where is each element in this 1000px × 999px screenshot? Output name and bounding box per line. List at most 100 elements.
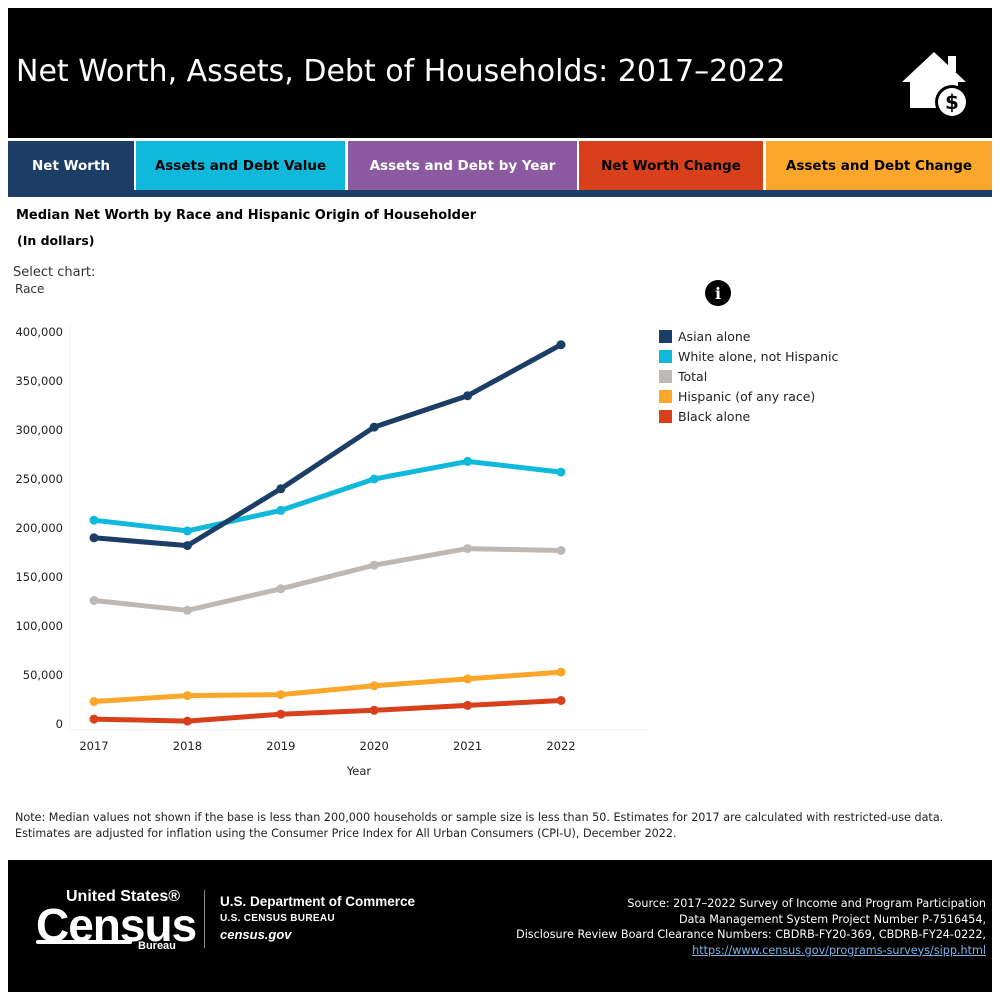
tab-underline (8, 190, 992, 197)
data-point[interactable] (276, 505, 286, 515)
data-point[interactable] (556, 667, 566, 677)
bureau-name: U.S. CENSUS BUREAU (220, 913, 335, 924)
chart-units: (In dollars) (17, 233, 95, 248)
data-point[interactable] (182, 691, 192, 701)
census-site: census.gov (220, 927, 292, 942)
data-point[interactable] (182, 605, 192, 615)
legend-label: White alone, not Hispanic (678, 348, 839, 364)
data-point[interactable] (463, 456, 473, 466)
page-title: Net Worth, Assets, Debt of Households: 2… (16, 54, 786, 89)
series-points (89, 340, 566, 726)
department-name: U.S. Department of Commerce (220, 894, 416, 909)
data-point[interactable] (182, 541, 192, 551)
legend-item[interactable]: White alone, not Hispanic (659, 346, 838, 366)
tab-bar: Net Worth Assets and Debt Value Assets a… (8, 141, 992, 190)
data-point[interactable] (276, 709, 286, 719)
legend-label: Hispanic (of any race) (678, 388, 816, 404)
data-point[interactable] (369, 560, 379, 570)
chart-legend: Asian alone White alone, not Hispanic Tota… (659, 326, 838, 426)
data-point[interactable] (89, 533, 99, 543)
legend-label: Total (678, 368, 708, 384)
source-line: Disclosure Review Board Clearance Number… (516, 928, 986, 941)
series-line[interactable] (91, 546, 564, 613)
y-tick-label: 400,000 (15, 325, 63, 339)
y-tick-label: 0 (56, 717, 63, 731)
data-point[interactable] (182, 716, 192, 726)
y-tick-label: 350,000 (15, 374, 63, 388)
x-tick-label: 2018 (173, 739, 202, 753)
y-tick-label: 50,000 (23, 668, 63, 682)
house-dollar-icon: $ (902, 52, 969, 119)
tab-net-worth-change[interactable]: Net Worth Change (579, 141, 763, 190)
tab-assets-and-debt-value[interactable]: Assets and Debt Value (136, 141, 345, 190)
legend-item[interactable]: Asian alone (659, 326, 838, 346)
y-axis: 0 50,000 100,000 150,000 200,000 250,000 300,0… (15, 325, 71, 731)
series-lines (91, 342, 564, 724)
data-point[interactable] (89, 714, 99, 724)
data-point[interactable] (369, 681, 379, 691)
x-tick-label: 2021 (453, 739, 482, 753)
legend-swatch (659, 409, 672, 423)
legend-item[interactable]: Total (659, 366, 838, 386)
legend-label: Asian alone (678, 328, 751, 344)
data-point[interactable] (556, 696, 566, 705)
source-citation: Source: 2017–2022 Survey of Income and P… (516, 896, 986, 958)
svg-text:$: $ (945, 90, 959, 114)
tab-assets-and-debt-by-year[interactable]: Assets and Debt by Year (348, 141, 577, 190)
series-line[interactable] (91, 669, 564, 704)
footer: United States® Census Bureau U.S. Depart… (8, 860, 992, 992)
legend-label: Black alone (678, 408, 751, 424)
source-line: Source: 2017–2022 Survey of Income and P… (627, 897, 986, 910)
info-icon[interactable]: i (705, 280, 731, 306)
data-point[interactable] (556, 546, 566, 555)
chart-title: Median Net Worth by Race and Hispanic Or… (16, 208, 477, 223)
data-point[interactable] (556, 340, 566, 350)
data-point[interactable] (182, 526, 192, 536)
chart-note: Note: Median values not shown if the bas… (15, 811, 944, 840)
x-axis: 2017 2018 2019 2020 2021 2022 Year (70, 729, 648, 778)
data-point[interactable] (89, 515, 99, 525)
tab-net-worth[interactable]: Net Worth (8, 141, 134, 190)
data-point[interactable] (463, 700, 473, 710)
data-point[interactable] (463, 674, 473, 684)
y-tick-label: 200,000 (15, 521, 63, 535)
x-tick-label: 2022 (546, 739, 575, 753)
select-chart-dropdown[interactable]: Race (15, 282, 45, 296)
data-point[interactable] (276, 690, 286, 700)
data-point[interactable] (276, 484, 286, 494)
legend-swatch (659, 389, 672, 403)
legend-item[interactable]: Black alone (659, 406, 838, 426)
data-point[interactable] (276, 584, 286, 594)
y-tick-label: 100,000 (15, 619, 63, 633)
x-tick-label: 2017 (79, 739, 108, 753)
y-tick-label: 250,000 (15, 472, 63, 486)
header-banner: Net Worth, Assets, Debt of Households: 2… (8, 8, 992, 138)
legend-item[interactable]: Hispanic (of any race) (659, 386, 838, 406)
tab-assets-and-debt-change[interactable]: Assets and Debt Change (766, 141, 992, 190)
x-tick-label: 2020 (360, 739, 389, 753)
x-axis-title: Year (346, 764, 372, 778)
line-chart: 0 50,000 100,000 150,000 200,000 250,000 300,0… (15, 325, 648, 778)
source-link[interactable]: https://www.census.gov/programs-surveys/… (692, 943, 986, 957)
data-point[interactable] (556, 467, 566, 477)
select-chart-label: Select chart: (13, 265, 96, 280)
data-point[interactable] (369, 474, 379, 484)
series-line[interactable] (91, 342, 564, 549)
y-tick-label: 150,000 (15, 570, 63, 584)
data-point[interactable] (463, 544, 473, 554)
legend-swatch (659, 349, 672, 363)
data-point[interactable] (369, 705, 379, 715)
legend-swatch (659, 369, 672, 383)
census-bureau-logo: United States® Census Bureau (36, 888, 197, 952)
x-tick-label: 2019 (266, 739, 295, 753)
legend-swatch (659, 329, 672, 343)
data-point[interactable] (369, 422, 379, 432)
data-point[interactable] (463, 391, 473, 401)
y-tick-label: 300,000 (15, 423, 63, 437)
series-line[interactable] (91, 458, 564, 534)
data-point[interactable] (89, 697, 99, 706)
data-point[interactable] (89, 596, 99, 605)
footer-divider (204, 890, 205, 948)
series-line[interactable] (91, 698, 564, 724)
source-line: Data Management System Project Number P-… (678, 912, 986, 926)
